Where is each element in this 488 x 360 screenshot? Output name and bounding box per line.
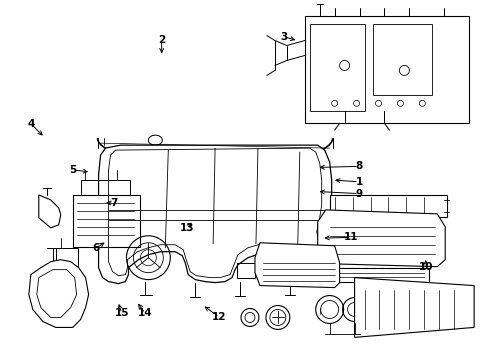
- Polygon shape: [354, 278, 473, 337]
- Text: 3: 3: [279, 32, 286, 41]
- Bar: [81, 180, 130, 195]
- Text: 5: 5: [69, 165, 77, 175]
- Bar: [329, 195, 447, 217]
- Text: 7: 7: [110, 198, 118, 208]
- Text: 13: 13: [180, 224, 194, 233]
- Text: 8: 8: [355, 161, 362, 171]
- Text: 9: 9: [355, 189, 362, 199]
- Polygon shape: [39, 195, 61, 228]
- Bar: [73, 195, 140, 247]
- Text: 12: 12: [211, 312, 226, 322]
- Polygon shape: [29, 260, 88, 328]
- Polygon shape: [254, 243, 339, 288]
- Bar: [309, 24, 364, 111]
- Bar: [372, 24, 431, 95]
- Text: 10: 10: [418, 262, 432, 272]
- Text: 6: 6: [92, 243, 100, 253]
- Polygon shape: [99, 145, 331, 284]
- Bar: [304, 15, 468, 123]
- Text: 11: 11: [343, 232, 357, 242]
- Bar: [319, 268, 428, 282]
- Text: 1: 1: [355, 177, 362, 187]
- Text: 14: 14: [138, 309, 152, 318]
- Text: 2: 2: [158, 35, 165, 45]
- Text: 15: 15: [114, 309, 129, 318]
- Bar: [56, 248, 78, 266]
- Text: 4: 4: [28, 120, 35, 129]
- Bar: [237, 263, 254, 278]
- Polygon shape: [317, 210, 444, 267]
